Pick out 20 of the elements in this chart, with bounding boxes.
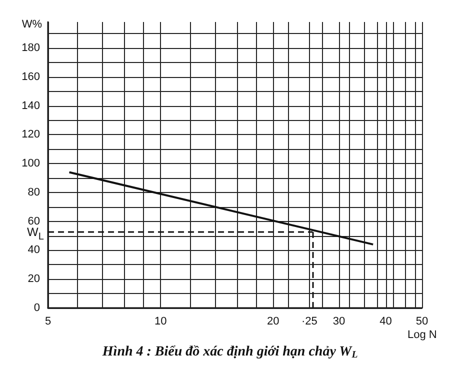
x-tick-label: 30 — [332, 316, 346, 328]
y-tick-label: 100 — [22, 158, 40, 170]
y-axis-title: W% — [22, 18, 42, 30]
y-tick-label: 60 — [28, 215, 40, 228]
y-tick-label: 120 — [22, 128, 40, 141]
y-tick-label: 0 — [34, 302, 40, 314]
y-tick-label: 20 — [28, 273, 40, 286]
x-tick-label: 40 — [380, 316, 392, 328]
x-tick-label: ·25 — [301, 316, 318, 328]
y-tick-label: 160 — [22, 70, 40, 83]
x-tick-label: 5 — [44, 316, 52, 328]
y-tick-label: 140 — [22, 100, 40, 112]
x-tick-label: 50 — [416, 316, 428, 328]
x-axis-title: Log N — [408, 329, 437, 341]
x-tick-label: 10 — [154, 316, 167, 328]
y-tick-label: 80 — [28, 186, 40, 198]
y-tick-label: 180 — [22, 42, 40, 54]
y-tick-label: 40 — [28, 244, 40, 256]
x-tick-label: 20 — [267, 316, 280, 328]
ref-line-label: W$_{L}$ — [27, 225, 44, 243]
